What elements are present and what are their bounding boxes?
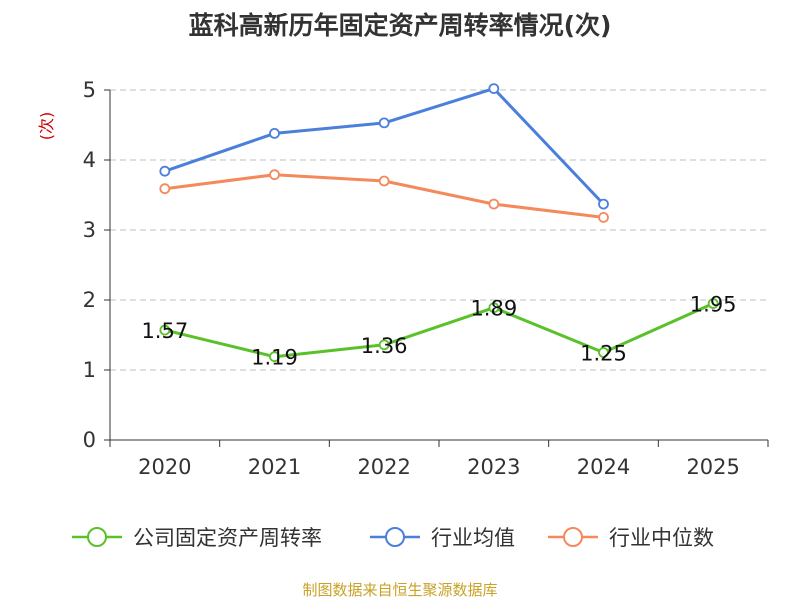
x-tick-label: 2020 <box>138 455 191 479</box>
legend-marker <box>563 527 583 547</box>
y-axis-unit-label: (次) <box>37 112 56 141</box>
legend-label: 行业均值 <box>431 526 515 550</box>
data-point-company[interactable] <box>488 302 500 314</box>
data-point-industry_avg[interactable] <box>488 83 500 94</box>
legend-item-company[interactable]: 公司固定资产周转率 <box>72 526 322 550</box>
data-point-industry_median[interactable] <box>269 169 280 181</box>
data-point-industry_median[interactable] <box>488 198 500 210</box>
data-point-company[interactable] <box>159 324 171 336</box>
data-point-industry_avg[interactable] <box>269 127 280 139</box>
data-point-company[interactable] <box>707 298 719 309</box>
series-line-industry_avg <box>164 87 605 206</box>
y-tick-label: 2 <box>83 288 96 312</box>
data-point-industry_median[interactable] <box>159 183 171 195</box>
data-label-company: 1.89 <box>470 297 517 321</box>
y-tick-label: 3 <box>83 218 96 242</box>
data-point-industry_avg[interactable] <box>378 117 390 129</box>
x-tick-label: 2025 <box>686 455 739 479</box>
x-tick-label: 2024 <box>577 455 630 479</box>
data-label-company: 1.19 <box>251 346 298 370</box>
source-note: 制图数据来自恒生聚源数据库 <box>302 581 498 599</box>
legend-item-industry_avg[interactable]: 行业均值 <box>370 526 515 550</box>
y-tick-label: 5 <box>83 78 96 102</box>
data-point-company[interactable] <box>269 351 280 363</box>
series-layer <box>159 83 719 363</box>
y-tick-label: 4 <box>83 148 96 172</box>
legend-item-industry_median[interactable]: 行业中位数 <box>548 526 714 550</box>
data-label-company: 1.95 <box>690 293 737 317</box>
legend-marker <box>385 527 405 547</box>
y-tick-label: 0 <box>83 428 96 452</box>
data-label-layer: 1.57 1.19 1.36 1.89 1.25 1.95 <box>141 293 736 370</box>
y-tick-label: 1 <box>83 358 96 382</box>
data-point-industry_avg[interactable] <box>598 198 609 210</box>
data-point-company[interactable] <box>598 347 609 358</box>
legend-marker <box>87 527 107 547</box>
series-line-company <box>164 302 714 359</box>
x-tick-label: 2023 <box>467 455 520 479</box>
legend[interactable]: 公司固定资产周转率 行业均值 行业中位数 <box>72 526 714 550</box>
data-label-company: 1.25 <box>580 342 627 366</box>
grid-layer <box>110 89 768 371</box>
data-point-industry_median[interactable] <box>598 211 609 223</box>
axis-layer: 0 1 2 3 4 5 2020 2021 2022 2023 2024 2025 <box>83 78 769 479</box>
data-point-industry_avg[interactable] <box>159 165 171 177</box>
chart-title: 蓝科高新历年固定资产周转率情况(次) <box>188 11 612 40</box>
data-point-company[interactable] <box>378 339 390 351</box>
x-tick-label: 2021 <box>248 455 301 479</box>
legend-label: 行业中位数 <box>609 526 714 550</box>
data-label-company: 1.36 <box>361 334 408 358</box>
legend-label: 公司固定资产周转率 <box>133 526 322 550</box>
data-label-company: 1.57 <box>141 319 188 343</box>
data-point-industry_median[interactable] <box>378 175 390 187</box>
x-tick-label: 2022 <box>357 455 410 479</box>
